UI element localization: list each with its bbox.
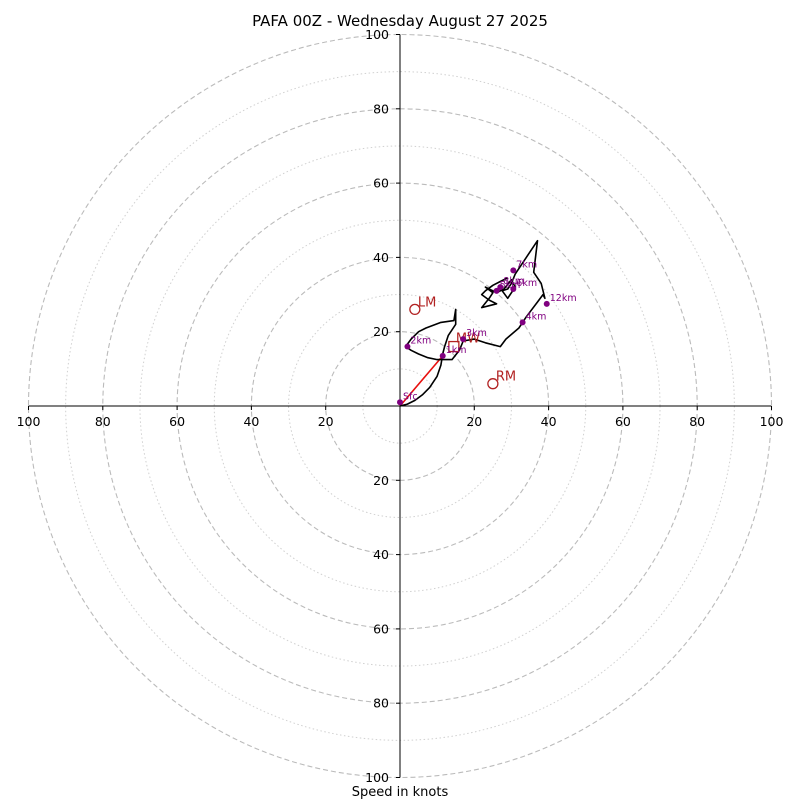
lm-storm-motion-label: LM	[418, 295, 436, 310]
height-point-label: 1km	[446, 345, 467, 356]
y-tick-label: 100	[365, 27, 389, 42]
x-tick-label: 60	[169, 414, 185, 429]
height-point-label: 3km	[466, 328, 487, 339]
mean-wind-marker	[448, 340, 460, 353]
x-tick-label: 20	[318, 414, 334, 429]
x-tick-label: 20	[466, 414, 482, 429]
height-point-label: 5km	[500, 280, 521, 291]
storm-motion-layer: LM RM MW	[409, 295, 516, 390]
y-tick-label: 40	[373, 547, 389, 562]
y-tick-label: 60	[373, 621, 389, 636]
height-point-label: 2km	[410, 336, 431, 347]
hodograph-trace-layer	[399, 239, 546, 407]
x-tick-labels: 100 80 60 40 20 20 40 60 80 100	[17, 406, 784, 429]
height-point-label: 12km	[550, 293, 577, 304]
height-point	[497, 284, 504, 291]
height-point-label: 7km	[516, 259, 537, 270]
y-tick-labels: 100 80 60 40 20 20 40 60 80 100	[365, 27, 400, 785]
height-point	[519, 319, 526, 326]
x-tick-label: 40	[541, 414, 557, 429]
height-point	[493, 287, 500, 294]
height-point	[510, 285, 517, 292]
y-tick-label: 80	[373, 101, 389, 116]
height-point	[404, 343, 411, 350]
height-point-label: 6km	[516, 278, 537, 289]
height-point-label: Sfc	[403, 391, 418, 402]
height-point	[397, 399, 403, 406]
x-axis-label: Speed in knots	[352, 785, 449, 800]
y-tick-label: 80	[373, 696, 389, 711]
shear-layer	[399, 355, 444, 407]
chart-title: PAFA 00Z - Wednesday August 27 2025	[252, 12, 548, 30]
x-tick-label: 60	[615, 414, 631, 429]
hodograph-trace	[399, 239, 546, 407]
x-tick-label: 100	[17, 414, 41, 429]
height-point-label: 4km	[526, 311, 547, 322]
y-tick-label: 60	[373, 176, 389, 191]
y-tick-label: 20	[373, 324, 389, 339]
y-tick-label: 20	[373, 473, 389, 488]
x-tick-label: 80	[689, 414, 705, 429]
x-tick-label: 40	[243, 414, 259, 429]
x-tick-label: 80	[95, 414, 111, 429]
height-point-label: 8km	[503, 276, 524, 287]
lm-storm-motion-marker	[409, 303, 421, 316]
rm-storm-motion-marker	[487, 378, 499, 390]
height-point	[510, 267, 517, 274]
x-tick-label: 100	[760, 414, 784, 429]
height-point	[439, 352, 446, 359]
y-tick-label: 100	[365, 770, 389, 785]
y-tick-label: 40	[373, 250, 389, 265]
mean-wind-label: MW	[456, 332, 480, 347]
shear-vector	[399, 355, 444, 407]
height-point	[460, 336, 467, 343]
rm-storm-motion-label: RM	[496, 370, 516, 385]
height-point	[543, 300, 550, 307]
